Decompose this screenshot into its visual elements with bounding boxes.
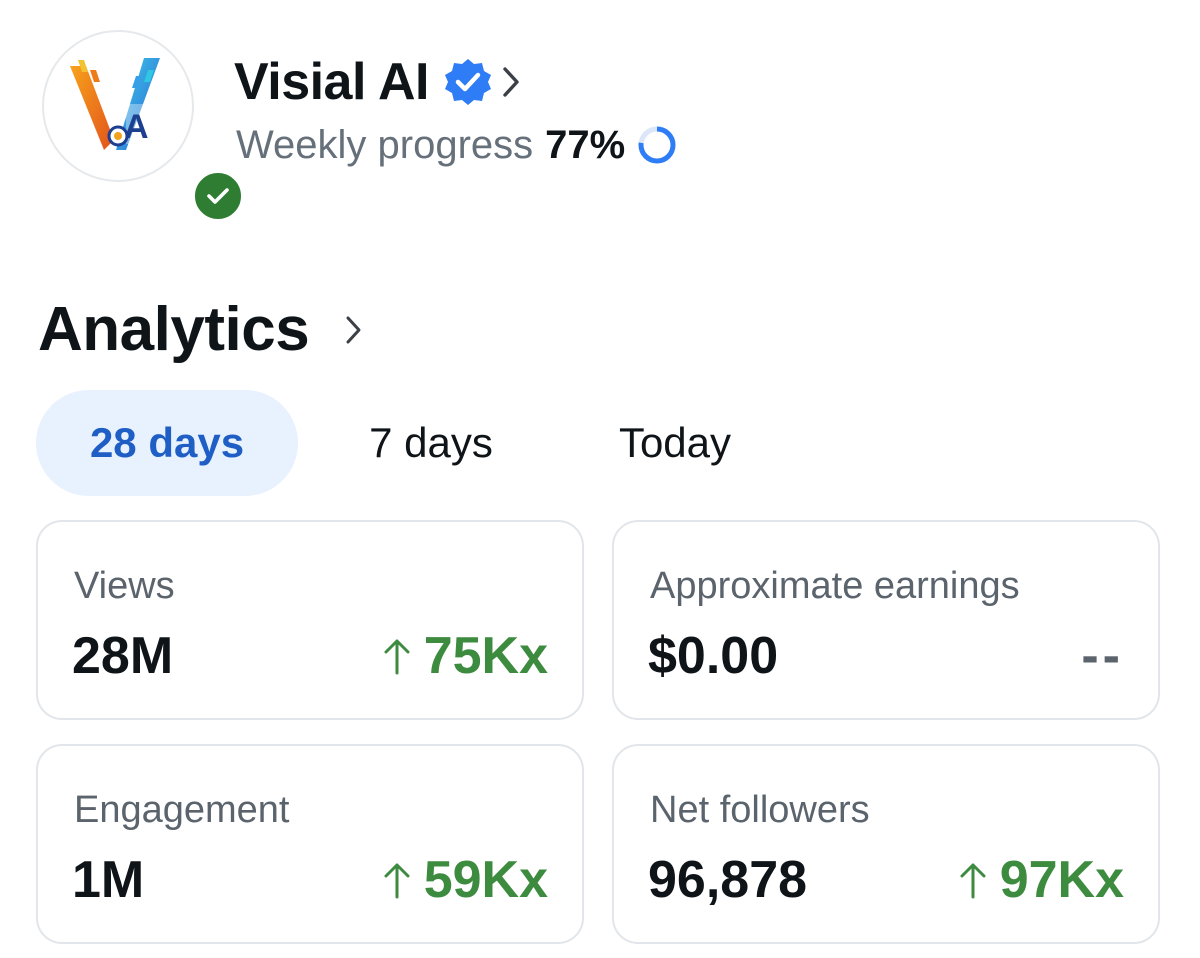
views-card[interactable]: Views 28M 75Kx [36, 520, 584, 720]
progress-ring-icon [635, 123, 679, 167]
card-label: Views [74, 565, 175, 607]
chevron-right-icon [345, 315, 363, 345]
weekly-progress-label: Weekly progress [236, 123, 534, 167]
visial-ai-logo: A [70, 58, 160, 150]
weekly-progress: Weekly progress 77% [236, 120, 679, 170]
card-value: $0.00 [648, 627, 779, 685]
card-label: Approximate earnings [650, 565, 1020, 607]
tab-today[interactable]: Today [618, 419, 732, 466]
card-value: 28M [72, 627, 174, 685]
tab-28-days[interactable]: 28 days [36, 390, 298, 496]
engagement-card[interactable]: Engagement 1M 59Kx [36, 744, 584, 944]
card-change-value: 59Kx [423, 851, 548, 909]
earnings-card[interactable]: Approximate earnings $0.00 -- [612, 520, 1160, 720]
card-value: 1M [72, 851, 145, 909]
net-followers-card[interactable]: Net followers 96,878 97Kx [612, 744, 1160, 944]
card-label: Net followers [650, 789, 870, 831]
analytics-header-link[interactable]: Analytics [38, 292, 363, 368]
avatar[interactable]: A [42, 30, 246, 224]
card-change: 97Kx [958, 850, 1124, 910]
analytics-title: Analytics [38, 295, 310, 364]
card-value: 96,878 [648, 851, 808, 909]
svg-text:A: A [124, 108, 149, 146]
profile-name-link[interactable]: Visial AI [234, 52, 521, 112]
weekly-progress-value: 77% [545, 123, 626, 167]
card-change-value: 75Kx [423, 627, 548, 685]
card-label: Engagement [74, 789, 290, 831]
card-change: -- [1081, 626, 1124, 686]
card-change: 75Kx [382, 626, 548, 686]
checkmark-icon [207, 188, 229, 204]
verified-check-icon [443, 57, 493, 107]
card-change-value: -- [1081, 627, 1124, 685]
arrow-up-icon [382, 636, 412, 676]
tab-7-days[interactable]: 7 days [369, 419, 493, 466]
online-status-badge [190, 168, 246, 224]
arrow-up-icon [382, 860, 412, 900]
profile-name: Visial AI [234, 53, 429, 111]
card-change-value: 97Kx [999, 851, 1124, 909]
profile-header: A Visial AI Weekly progress 77% [0, 0, 1200, 224]
arrow-up-icon [958, 860, 988, 900]
chevron-right-icon [501, 65, 521, 99]
card-change: 59Kx [382, 850, 548, 910]
